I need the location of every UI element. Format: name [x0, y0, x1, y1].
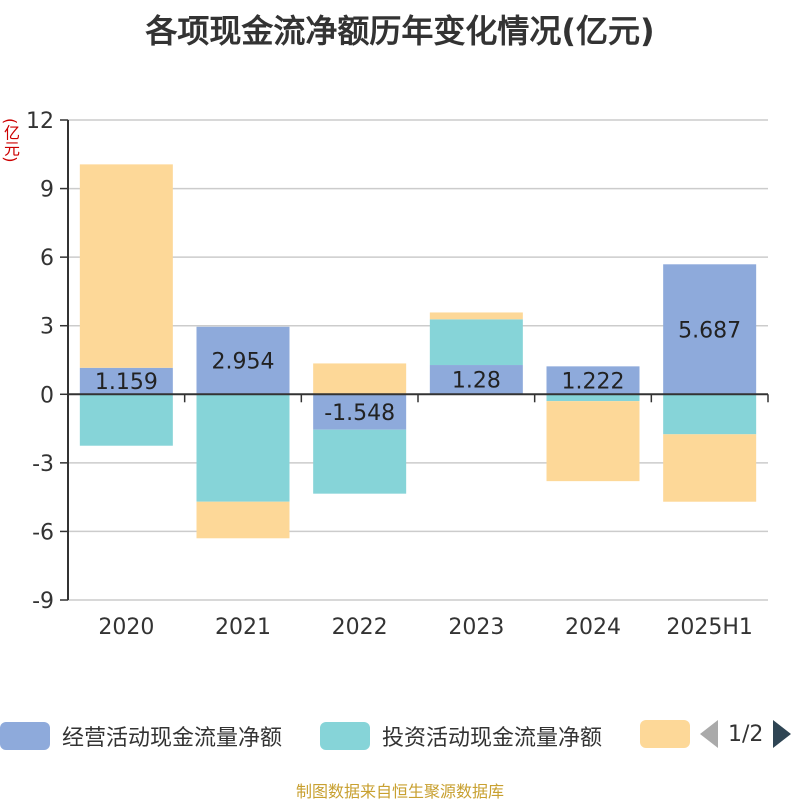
data-label: 1.28 — [452, 369, 501, 394]
bar-operating-2024 — [546, 366, 640, 395]
legend-label-investing: 投资活动现金流量净额 — [382, 726, 603, 751]
bar-investing-2020 — [79, 394, 173, 446]
data-label: -1.548 — [324, 401, 395, 426]
legend-pager: 1/2 — [700, 720, 792, 748]
legend-label-operating: 经营活动现金流量净额 — [62, 726, 283, 751]
bar-operating-2021 — [196, 326, 290, 395]
x-tick-label: 2021 — [215, 615, 271, 640]
legend-swatch-operating — [0, 722, 50, 750]
y-tick-label: -3 — [32, 452, 54, 477]
legend-item-operating[interactable]: 经营活动现金流量净额 — [0, 720, 282, 752]
legend-swatch-third — [640, 720, 690, 748]
bar-investing-2022 — [313, 429, 407, 494]
bar-investing-2021 — [196, 394, 290, 502]
legend-item-investing[interactable]: 投资活动现金流量净额 — [320, 720, 602, 752]
data-label: 1.222 — [562, 369, 625, 394]
y-tick-label: -9 — [32, 589, 54, 614]
next-page-icon[interactable] — [773, 720, 792, 748]
previous-page-icon[interactable] — [700, 720, 718, 748]
bar-operating-2025H1 — [663, 264, 757, 395]
x-tick-label: 2024 — [565, 615, 621, 640]
bar-third-2021 — [196, 501, 290, 539]
bar-third-2025H1 — [663, 434, 757, 502]
bar-third-2024 — [546, 401, 640, 482]
y-axis-unit: (亿元) — [1, 118, 20, 163]
bar-investing-2024 — [546, 394, 640, 402]
y-tick-label: 9 — [40, 178, 54, 203]
legend-swatch-investing — [320, 722, 370, 750]
bar-third-2023 — [429, 312, 523, 320]
x-tick-label: 2020 — [98, 615, 154, 640]
y-tick-label: 3 — [40, 315, 54, 340]
data-label: 5.687 — [678, 318, 741, 343]
bar-investing-2025H1 — [663, 394, 757, 435]
y-tick-label: 0 — [40, 383, 54, 408]
bar-operating-2020 — [79, 367, 173, 395]
data-source-note: 制图数据来自恒生聚源数据库 — [295, 782, 504, 801]
legend-item-third[interactable] — [640, 720, 690, 748]
y-tick-label: 6 — [40, 246, 54, 271]
data-label: 2.954 — [212, 350, 275, 375]
x-tick-label: 2022 — [332, 615, 388, 640]
legend: 经营活动现金流量净额 投资活动现金流量净额 1/2 — [0, 712, 800, 756]
x-tick-label: 2025H1 — [666, 615, 753, 640]
bar-operating-2023 — [429, 365, 523, 395]
legend-page-indicator: 1/2 — [728, 721, 764, 747]
x-tick-label: 2023 — [448, 615, 504, 640]
bar-third-2020 — [79, 164, 173, 368]
bar-third-2022 — [313, 363, 407, 395]
bar-chart: 12 9 6 3 0 -3 -6 -9 1.159 2.954 -1.548 1.28 1.222 5.6… — [26, 109, 769, 640]
bar-operating-2022 — [313, 394, 407, 430]
y-tick-label: 12 — [26, 109, 54, 134]
chart-title: 各项现金流净额历年变化情况(亿元) — [145, 12, 655, 50]
data-label: 1.159 — [95, 370, 158, 395]
bar-investing-2023 — [429, 319, 523, 366]
y-tick-label: -6 — [32, 520, 54, 545]
